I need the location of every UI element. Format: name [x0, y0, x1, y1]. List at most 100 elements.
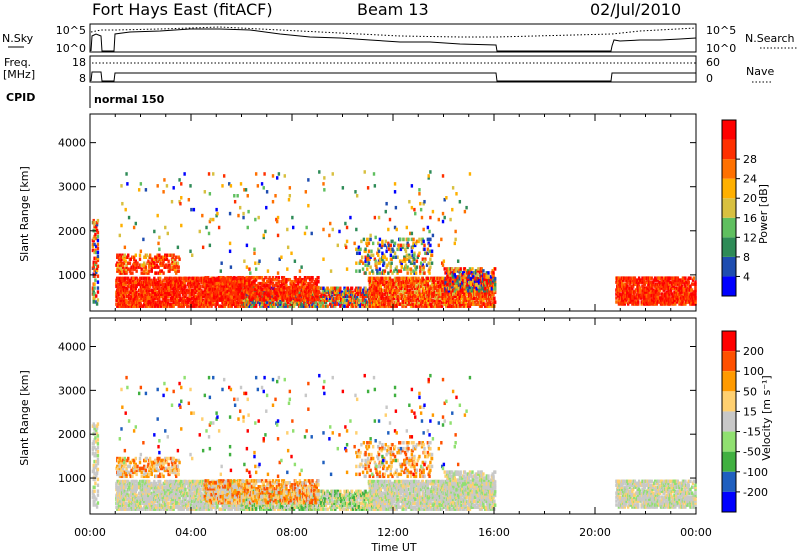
power-cell [369, 271, 371, 275]
power-cell [215, 278, 217, 282]
power-cell [278, 280, 280, 284]
power-cell [145, 265, 147, 269]
power-cell [418, 252, 420, 256]
power-cell [414, 294, 416, 298]
cpid-label: CPID [6, 91, 35, 104]
power-cell [135, 254, 137, 258]
cpid-value: normal 150 [94, 93, 165, 106]
power-cell [376, 269, 378, 273]
power-cell [93, 282, 95, 286]
power-cell [97, 298, 99, 302]
power-cell [178, 265, 180, 269]
power-cell [267, 298, 269, 302]
power-cell [402, 244, 404, 248]
power-cell [422, 240, 424, 244]
power-cell [416, 259, 418, 263]
power-cell [317, 290, 319, 294]
power-cell [366, 267, 368, 271]
power-cell [364, 263, 366, 267]
power-cell [431, 261, 433, 265]
nsearch-label: N.Search [745, 32, 795, 45]
nsky-label: N.Sky [2, 32, 34, 45]
power-cell [97, 265, 99, 269]
power-cell [417, 277, 419, 281]
power-cell [359, 248, 361, 252]
power-cell [260, 292, 262, 296]
power-cell [285, 284, 287, 288]
power-cell [358, 269, 360, 273]
power-cell [402, 304, 404, 308]
power-cell [355, 269, 357, 273]
power-cell [367, 254, 369, 258]
power-cell [384, 244, 386, 248]
power-cell [385, 240, 387, 244]
nave-label: Nave [746, 65, 774, 78]
power-cell [407, 244, 409, 248]
power-cell [394, 252, 396, 256]
power-cell [362, 261, 364, 265]
freq-panel: Freq. [MHz] 18 8 60 0 Nave [3, 56, 774, 85]
power-cell [385, 250, 387, 254]
power-cell [141, 267, 143, 271]
power-cell [418, 238, 420, 242]
power-cell [96, 302, 98, 306]
power-cell [387, 271, 389, 275]
power-cell [390, 261, 392, 265]
power-cell [157, 265, 159, 269]
date-title: 02/Jul/2010 [590, 0, 681, 19]
power-cell [97, 255, 99, 258]
power-cell [493, 296, 495, 300]
power-cell [428, 271, 430, 275]
power-cell [406, 271, 408, 275]
power-cell [364, 248, 366, 252]
beam-title: Beam 13 [357, 0, 429, 19]
power-cell [355, 261, 357, 265]
power-cell [94, 278, 96, 282]
power-cell [233, 276, 235, 280]
freq-tick-bottom: 8 [79, 72, 86, 85]
power-cell [93, 286, 95, 290]
power-cell [429, 265, 431, 269]
power-cell [411, 250, 413, 254]
power-cell [429, 238, 431, 242]
power-cell [396, 265, 398, 269]
nave-tick-bottom: 0 [706, 72, 713, 85]
power-cell [427, 277, 429, 281]
power-cell [385, 277, 387, 281]
power-cell [368, 250, 370, 254]
power-cell [139, 257, 141, 261]
power-cell [372, 254, 374, 258]
power-cell [431, 254, 433, 258]
power-cell [265, 276, 267, 280]
power-cell [327, 304, 329, 308]
power-cell [242, 276, 244, 280]
power-cell [246, 282, 248, 286]
power-cell [429, 257, 431, 261]
power-cell [392, 255, 394, 259]
power-cell [256, 298, 258, 302]
power-cell [178, 269, 180, 273]
power-cell [97, 274, 99, 278]
power-cell [97, 290, 99, 294]
power-cell [97, 231, 99, 235]
power-cell [322, 304, 324, 308]
power-cell [167, 298, 169, 302]
power-cell [429, 244, 431, 248]
power-cell [369, 238, 371, 242]
power-cell [148, 269, 150, 273]
power-cell [415, 271, 417, 275]
power-cell [180, 277, 182, 281]
power-cell [362, 267, 364, 271]
noise-panel: N.Sky 10^5 10^0 10^5 10^0 N.Search [2, 24, 797, 55]
power-cell [184, 285, 186, 289]
power-cell [97, 239, 99, 243]
nsky-tick-top: 10^5 [56, 24, 86, 37]
power-cell [339, 287, 341, 291]
power-cell [351, 287, 353, 291]
power-cell [230, 276, 232, 280]
power-cell [394, 242, 396, 246]
power-scatter [92, 170, 697, 308]
power-cell [234, 298, 236, 302]
power-cell [390, 254, 392, 258]
